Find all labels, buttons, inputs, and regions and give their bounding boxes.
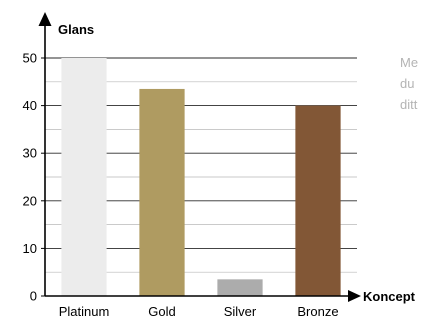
bars	[61, 58, 341, 296]
x-tick-label: Silver	[224, 304, 257, 319]
side-note-line: Me	[400, 55, 419, 70]
axes: Glans Koncept	[38, 12, 416, 304]
y-tick-label: 10	[23, 241, 37, 256]
y-axis-arrowhead	[38, 12, 52, 26]
x-axis-title: Koncept	[363, 289, 416, 304]
x-tick-label: Bronze	[297, 304, 338, 319]
x-tick-label: Platinum	[59, 304, 110, 319]
y-tick-label: 20	[23, 193, 37, 208]
x-axis-arrowhead	[348, 290, 361, 302]
y-tick-label: 30	[23, 146, 37, 161]
y-tick-labels: 0 10 20 30 40 50	[23, 51, 45, 304]
x-tick-label: Gold	[148, 304, 175, 319]
side-note-line: ditt	[400, 97, 418, 112]
y-tick-label: 50	[23, 51, 37, 66]
side-note: Me du ditt	[400, 52, 430, 115]
side-note-line: du	[400, 76, 415, 91]
y-tick-label: 0	[30, 289, 37, 304]
bar-silver	[217, 279, 263, 296]
y-axis-title: Glans	[58, 22, 94, 37]
bar-gold	[139, 88, 185, 296]
bar-platinum	[61, 58, 107, 296]
bar-bronze	[295, 105, 341, 296]
x-tick-labels: Platinum Gold Silver Bronze	[59, 304, 339, 319]
y-tick-label: 40	[23, 98, 37, 113]
